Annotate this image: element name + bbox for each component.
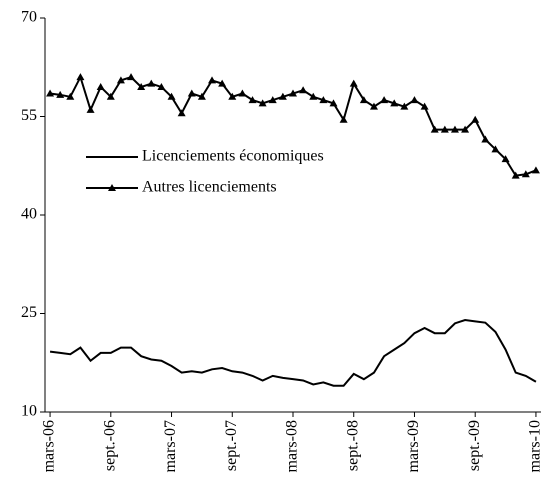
point-marker — [167, 92, 176, 100]
point-marker — [208, 76, 217, 84]
point-marker — [461, 125, 470, 133]
point-marker — [278, 92, 287, 100]
point-marker — [531, 166, 540, 174]
x-tick-label: mars-06 — [41, 420, 58, 472]
point-marker — [177, 109, 186, 117]
point-marker — [511, 171, 520, 179]
point-marker — [319, 96, 328, 104]
point-marker — [86, 105, 95, 113]
point-marker — [258, 99, 267, 107]
point-marker — [299, 86, 308, 94]
legend-box — [82, 143, 312, 203]
point-marker — [481, 135, 490, 143]
x-tick-label: mars-07 — [162, 420, 179, 472]
point-marker — [127, 73, 136, 81]
y-tick-label: 40 — [21, 206, 37, 223]
legend-marker — [108, 184, 116, 191]
point-marker — [289, 89, 297, 97]
point-marker — [380, 96, 389, 104]
point-marker — [410, 96, 419, 104]
y-tick-label: 25 — [21, 304, 37, 321]
point-marker — [491, 145, 500, 153]
x-tick-label: sept.-07 — [223, 420, 240, 471]
legend-label: Licenciements économiques — [142, 148, 324, 165]
x-tick-label: sept.-08 — [344, 420, 361, 471]
point-marker — [359, 96, 368, 104]
point-marker — [137, 82, 146, 90]
point-marker — [309, 92, 318, 100]
point-marker — [157, 82, 166, 90]
point-marker — [76, 73, 85, 81]
x-tick-label: mars-10 — [527, 420, 542, 472]
point-marker — [501, 155, 510, 163]
x-tick-label: mars-09 — [405, 420, 422, 472]
point-marker — [228, 92, 237, 100]
y-tick-label: 55 — [21, 107, 37, 124]
point-marker — [248, 96, 257, 104]
point-marker — [46, 89, 55, 97]
point-marker — [440, 125, 449, 133]
point-marker — [390, 99, 399, 107]
point-marker — [521, 170, 530, 178]
point-marker — [238, 89, 247, 97]
point-marker — [420, 102, 429, 110]
point-marker — [329, 99, 338, 107]
point-marker — [430, 125, 439, 133]
point-marker — [268, 96, 277, 104]
point-marker — [66, 92, 75, 100]
legend-label: Autres licenciements — [142, 179, 277, 196]
point-marker — [400, 102, 409, 110]
point-marker — [471, 115, 480, 123]
y-tick-label: 70 — [21, 9, 37, 26]
point-marker — [197, 92, 206, 100]
point-marker — [450, 125, 459, 133]
point-marker — [147, 79, 156, 87]
x-tick-label: sept.-09 — [466, 420, 483, 471]
point-marker — [106, 92, 115, 100]
point-marker — [339, 115, 348, 123]
point-marker — [116, 76, 125, 84]
x-tick-label: mars-08 — [284, 420, 301, 472]
point-marker — [56, 90, 65, 98]
series-line — [49, 319, 537, 387]
x-tick-label: sept.-06 — [101, 420, 118, 471]
point-marker — [187, 89, 196, 97]
point-marker — [349, 79, 358, 87]
y-tick-label: 10 — [21, 403, 37, 420]
point-marker — [96, 82, 105, 90]
point-marker — [369, 102, 378, 110]
point-marker — [218, 79, 227, 87]
